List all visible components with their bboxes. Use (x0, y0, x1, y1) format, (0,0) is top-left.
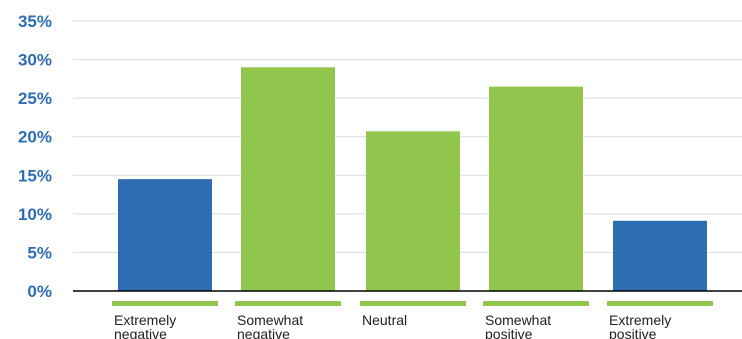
bar-4 (613, 220, 707, 291)
x-tick-label-line: positive (485, 326, 533, 339)
y-tick-label: 0% (27, 282, 52, 301)
y-tick-label: 5% (27, 243, 52, 262)
y-tick-label: 30% (18, 51, 52, 70)
x-tick-label: Extremely positive (609, 312, 671, 339)
y-tick-label: 20% (18, 128, 52, 147)
x-tick-label-line: Extremely (609, 312, 671, 328)
x-tick-label: Somewhat negative (237, 312, 303, 339)
bar-0 (118, 179, 212, 291)
category-underline (483, 301, 589, 306)
x-tick-label-line: negative (237, 326, 290, 339)
category-underline (235, 301, 341, 306)
x-tick-label: Extremely negative (114, 312, 176, 339)
x-tick-label-line: negative (114, 326, 167, 339)
x-tick-label-line: Somewhat (237, 312, 303, 328)
bar-2 (366, 131, 460, 291)
y-tick-label: 15% (18, 166, 52, 185)
x-tick-label: Neutral (362, 312, 407, 328)
x-tick-label-line: Somewhat (485, 312, 551, 328)
category-underline (112, 301, 218, 306)
x-tick-label-line: Extremely (114, 312, 176, 328)
x-tick-label: Somewhat positive (485, 312, 551, 339)
category-underline (607, 301, 713, 306)
y-tick-label: 35% (18, 12, 52, 31)
bar-3 (489, 86, 583, 291)
x-tick-label-line: Neutral (362, 312, 407, 328)
y-tick-label: 25% (18, 89, 52, 108)
x-tick-label-line: positive (609, 326, 657, 339)
bar-1 (241, 67, 335, 292)
y-tick-label: 10% (18, 205, 52, 224)
category-underline (360, 301, 466, 306)
